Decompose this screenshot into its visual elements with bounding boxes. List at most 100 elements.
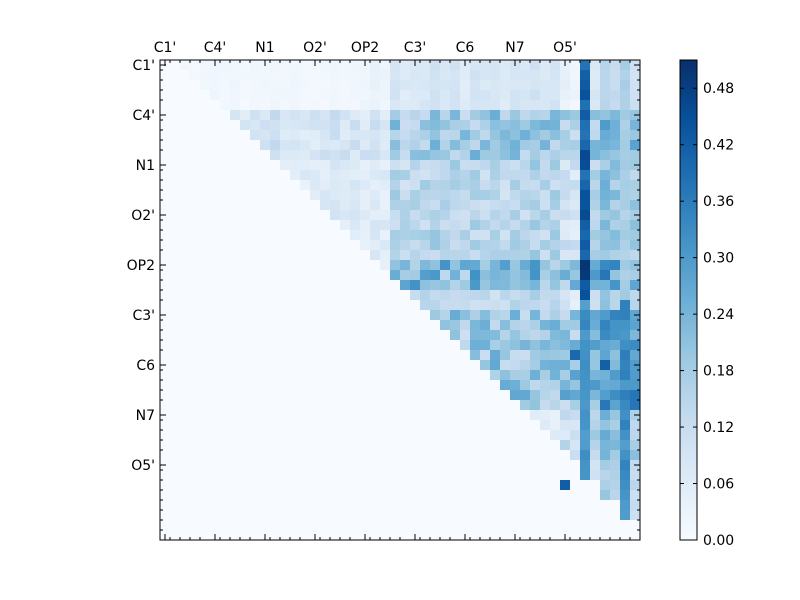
heatmap-cell [180,340,191,351]
heatmap-cell [430,410,441,421]
heatmap-cell [620,220,631,231]
heatmap-cell [240,80,251,91]
heatmap-cell [480,410,491,421]
heatmap-cell [620,300,631,311]
heatmap-cell [160,400,171,411]
heatmap-cell [530,130,541,141]
heatmap-cell [270,330,281,341]
heatmap-cell [320,180,331,191]
heatmap-cell [220,530,231,541]
heatmap-cell [200,310,211,321]
heatmap-cell [610,180,621,191]
heatmap-cell [290,310,301,321]
heatmap-cell [290,380,301,391]
heatmap-cell [480,150,491,161]
heatmap-cell [240,370,251,381]
heatmap-cell [460,360,471,371]
heatmap-cell [590,70,601,81]
heatmap-cell [500,200,511,211]
heatmap-cell [520,90,531,101]
heatmap-cell [590,520,601,531]
heatmap-cell [170,210,181,221]
heatmap-cell [530,230,541,241]
heatmap-cell [360,420,371,431]
heatmap-cell [400,490,411,501]
heatmap-cell [550,230,561,241]
heatmap-cell [380,170,391,181]
heatmap-cell [590,360,601,371]
heatmap-cell [210,230,221,241]
heatmap-cell [330,150,341,161]
heatmap-cell [300,440,311,451]
heatmap-cell [540,190,551,201]
heatmap-cell [170,220,181,231]
heatmap-cell [530,120,541,131]
heatmap-cell [360,460,371,471]
heatmap-cell [630,350,641,361]
heatmap-cell [550,190,561,201]
heatmap-cell [480,300,491,311]
heatmap-cell [590,530,601,541]
heatmap-cell [400,430,411,441]
heatmap-cell [450,430,461,441]
heatmap-cell [220,220,231,231]
heatmap-cell [230,520,241,531]
heatmap-cell [190,170,201,181]
heatmap-cell [520,200,531,211]
heatmap-cell [510,240,521,251]
heatmap-cell [280,530,291,541]
heatmap-cell [180,410,191,421]
heatmap-cell [480,100,491,111]
heatmap-cell [410,290,421,301]
heatmap-cell [570,110,581,121]
heatmap-cell [440,260,451,271]
heatmap-cell [410,210,421,221]
heatmap-cell [320,210,331,221]
heatmap-cell [530,500,541,511]
heatmap-cell [330,440,341,451]
heatmap-cell [280,290,291,301]
heatmap-cell [550,210,561,221]
heatmap-cell [360,200,371,211]
heatmap-cell [170,520,181,531]
heatmap-cell [480,520,491,531]
heatmap-cell [430,100,441,111]
heatmap-cell [480,390,491,401]
heatmap-cell [360,170,371,181]
heatmap-cell [430,300,441,311]
heatmap-cell [560,140,571,151]
heatmap-cell [410,490,421,501]
heatmap-cell [460,420,471,431]
heatmap-cell [240,390,251,401]
heatmap-cell [350,120,361,131]
heatmap-cell [300,430,311,441]
heatmap-cell [210,400,221,411]
heatmap-cell [370,290,381,301]
heatmap-cell [260,280,271,291]
heatmap-cell [380,400,391,411]
heatmap-cell [550,90,561,101]
heatmap-cell [310,360,321,371]
heatmap-cell [190,90,201,101]
heatmap-cell [370,520,381,531]
heatmap-cell [160,520,171,531]
heatmap-cell [280,500,291,511]
heatmap-cell [280,250,291,261]
heatmap-cell [600,130,611,141]
heatmap-cell [560,80,571,91]
heatmap-cell [380,230,391,241]
heatmap-cell [250,380,261,391]
heatmap-cell [510,350,521,361]
heatmap-cell [530,180,541,191]
heatmap-cell [180,70,191,81]
heatmap-cell [310,190,321,201]
heatmap-cell [310,520,321,531]
heatmap-cell [340,130,351,141]
heatmap-cell [450,450,461,461]
heatmap-cell [410,370,421,381]
heatmap-cell [190,200,201,211]
heatmap-cell [510,200,521,211]
heatmap-cell [600,490,611,501]
heatmap-cell [440,520,451,531]
heatmap-cell [570,350,581,361]
